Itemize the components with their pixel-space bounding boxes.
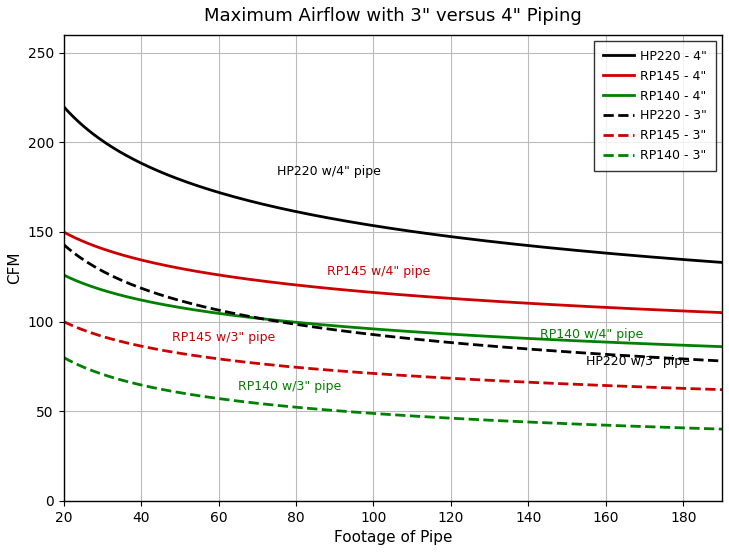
RP145 - 4" [702, 309, 711, 315]
Text: RP140 w/4" pipe: RP140 w/4" pipe [540, 328, 643, 341]
HP220 - 4" [376, 224, 385, 230]
Line: HP220 - 4": HP220 - 4" [63, 107, 722, 262]
RP145 - 3" [451, 375, 460, 382]
X-axis label: Footage of Pipe: Footage of Pipe [334, 530, 452, 545]
RP140 - 4" [599, 339, 608, 346]
RP145 - 3" [59, 319, 68, 325]
RP140 - 3" [376, 411, 385, 417]
Text: RP145 w/4" pipe: RP145 w/4" pipe [327, 265, 430, 278]
HP220 - 4" [702, 258, 711, 264]
RP145 - 4" [372, 289, 381, 296]
HP220 - 3" [59, 241, 68, 248]
RP140 - 3" [416, 413, 424, 420]
RP145 - 4" [376, 290, 385, 296]
Title: Maximum Airflow with 3" versus 4" Piping: Maximum Airflow with 3" versus 4" Piping [204, 7, 582, 25]
HP220 - 3" [376, 332, 385, 339]
Y-axis label: CFM: CFM [7, 252, 22, 284]
RP145 - 3" [372, 370, 381, 377]
RP145 - 4" [416, 293, 424, 300]
Text: RP145 w/3" pipe: RP145 w/3" pipe [172, 331, 276, 344]
RP145 - 3" [376, 370, 385, 377]
HP220 - 3" [451, 339, 460, 346]
RP140 - 3" [599, 422, 608, 428]
Text: RP140 w/3" pipe: RP140 w/3" pipe [238, 380, 341, 392]
HP220 - 3" [372, 332, 381, 338]
RP145 - 3" [702, 386, 711, 392]
Line: RP140 - 3": RP140 - 3" [63, 357, 722, 429]
HP220 - 4" [372, 223, 381, 230]
RP140 - 3" [372, 410, 381, 417]
RP140 - 4" [702, 343, 711, 349]
RP140 - 4" [717, 343, 726, 350]
HP220 - 4" [416, 229, 424, 236]
RP140 - 4" [372, 326, 381, 332]
Line: RP145 - 4": RP145 - 4" [63, 232, 722, 312]
HP220 - 3" [599, 351, 608, 358]
HP220 - 3" [717, 358, 726, 364]
RP145 - 3" [416, 373, 424, 380]
Line: RP140 - 4": RP140 - 4" [63, 275, 722, 347]
HP220 - 4" [451, 234, 460, 241]
RP140 - 3" [59, 354, 68, 360]
Text: HP220 w/4" pipe: HP220 w/4" pipe [276, 164, 381, 178]
RP140 - 4" [376, 326, 385, 333]
HP220 - 3" [702, 357, 711, 363]
Legend: HP220 - 4", RP145 - 4", RP140 - 4", HP220 - 3", RP145 - 3", RP140 - 3": HP220 - 4", RP145 - 4", RP140 - 4", HP22… [594, 41, 716, 171]
RP145 - 4" [59, 229, 68, 235]
RP145 - 4" [451, 295, 460, 302]
Line: HP220 - 3": HP220 - 3" [63, 245, 722, 361]
HP220 - 4" [599, 250, 608, 256]
RP140 - 4" [59, 272, 68, 278]
RP145 - 4" [599, 304, 608, 311]
HP220 - 4" [717, 259, 726, 266]
RP145 - 4" [717, 309, 726, 316]
RP140 - 4" [416, 329, 424, 336]
HP220 - 4" [59, 103, 68, 110]
RP140 - 3" [702, 425, 711, 432]
Line: RP145 - 3": RP145 - 3" [63, 322, 722, 390]
HP220 - 3" [416, 336, 424, 343]
RP140 - 4" [451, 331, 460, 338]
RP145 - 3" [717, 386, 726, 393]
RP140 - 3" [451, 415, 460, 422]
Text: HP220 w/3" pipe: HP220 w/3" pipe [587, 354, 690, 368]
RP140 - 3" [717, 426, 726, 432]
RP145 - 3" [599, 382, 608, 389]
